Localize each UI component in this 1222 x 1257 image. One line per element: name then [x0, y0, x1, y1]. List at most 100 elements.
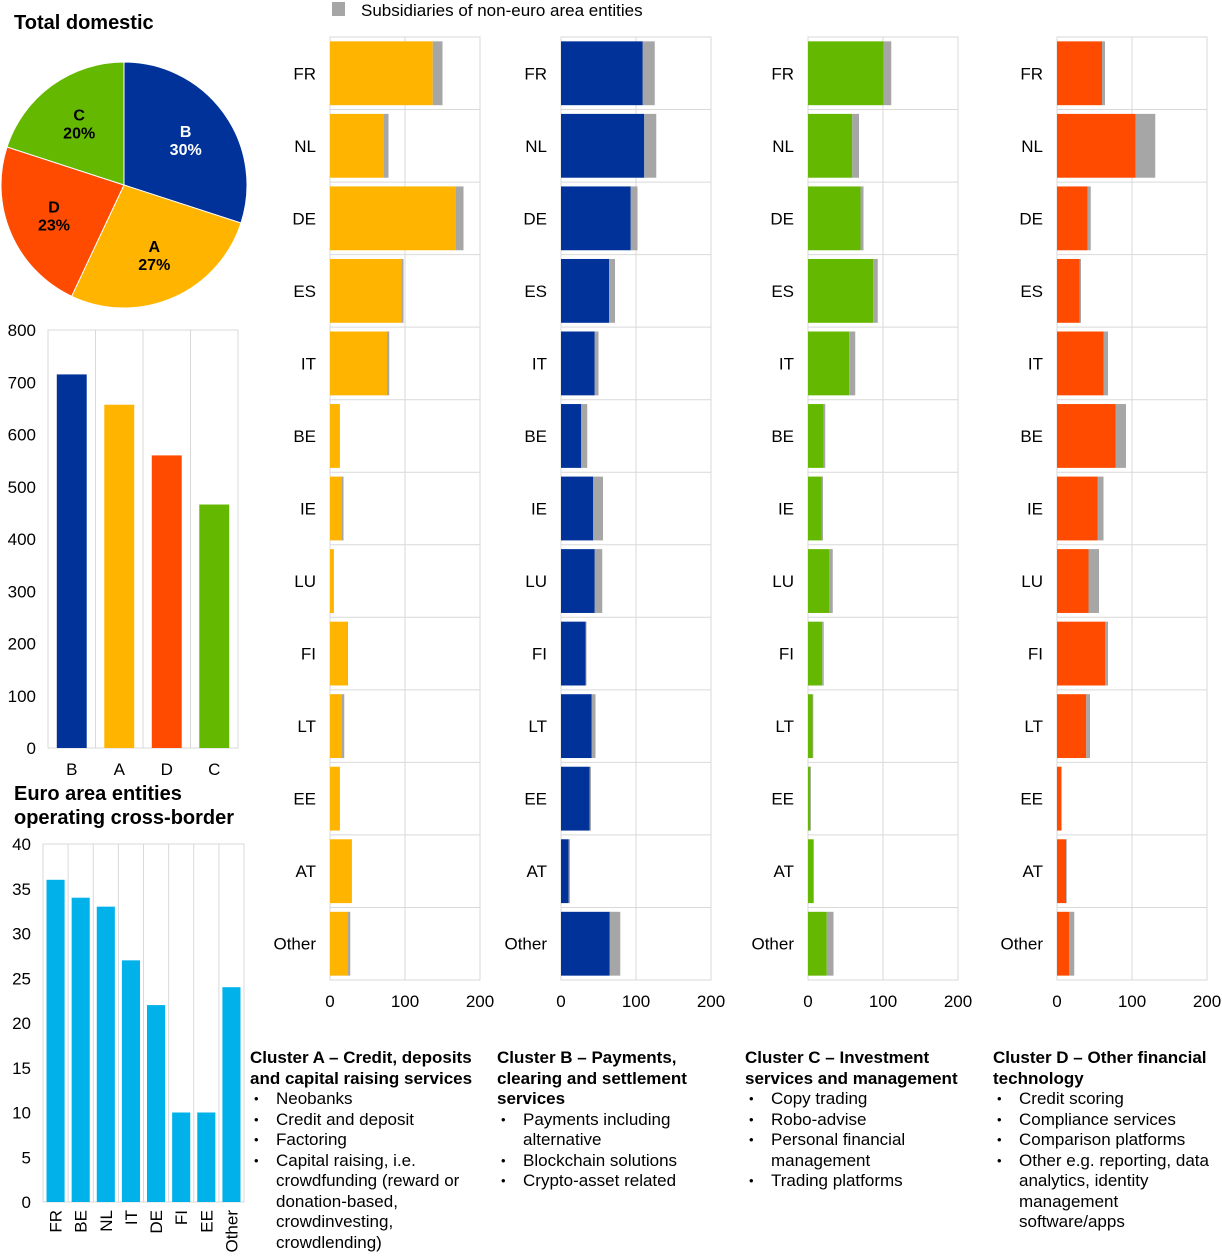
cluster-b-item: Crypto-asset related — [497, 1171, 732, 1192]
bar-subsidiaries-other — [348, 911, 351, 976]
y-tick-label: BE — [293, 427, 316, 446]
y-tick-label: LU — [525, 572, 547, 591]
cluster-c-description: Cluster C – Investment services and mana… — [745, 1048, 980, 1192]
y-tick-label: ES — [293, 282, 316, 301]
bar-ie — [1057, 476, 1098, 541]
bar-nl — [330, 113, 384, 178]
bar-fi — [330, 621, 348, 686]
y-tick-label: IE — [1027, 500, 1043, 519]
cluster-b-item: Payments including alternative — [497, 1110, 713, 1151]
cluster-b-title-line: services — [497, 1089, 566, 1108]
y-tick-label: IT — [779, 354, 794, 373]
bar-at — [561, 839, 569, 904]
y-tick-label: LU — [1021, 572, 1043, 591]
y-tick-label: 10 — [12, 1104, 31, 1123]
bar-it — [330, 331, 387, 396]
y-tick-label: 25 — [12, 969, 31, 988]
bar-ie — [330, 476, 342, 541]
bar-subsidiaries-nl — [852, 113, 859, 178]
x-tick-label: Other — [222, 1210, 241, 1253]
bar-de — [147, 1005, 166, 1202]
cluster-a-title-line: Cluster A – Credit, deposits — [250, 1048, 472, 1067]
bar-fr — [46, 879, 65, 1202]
bar-it — [121, 960, 140, 1202]
bar-fr — [1057, 41, 1102, 106]
pie-slice-c — [6, 61, 125, 186]
bar-fi — [808, 621, 823, 686]
cluster-b-list: Payments including alternative Blockchai… — [497, 1110, 732, 1192]
y-tick-label: BE — [524, 427, 547, 446]
pie-title: Total domestic — [14, 12, 154, 34]
y-tick-label: ES — [1020, 282, 1043, 301]
cross-border-title-line1: Euro area entities — [14, 783, 182, 805]
bar-subsidiaries-other — [1069, 911, 1075, 976]
x-tick-label: 100 — [391, 992, 419, 1011]
y-tick-label: FR — [524, 64, 547, 83]
bar-subsidiaries-lu — [594, 549, 603, 613]
bar-subsidiaries-ee — [810, 766, 811, 831]
pie-slice-d — [0, 146, 125, 297]
bar-subsidiaries-ee — [339, 766, 340, 831]
bar-b — [56, 374, 87, 748]
bar-subsidiaries-lt — [1086, 694, 1090, 759]
bar-subsidiaries-de — [1087, 186, 1091, 251]
y-tick-label: AT — [527, 862, 547, 881]
cluster-b-item: Blockchain solutions — [497, 1151, 732, 1172]
bar-be — [71, 897, 90, 1202]
bar-subsidiaries-de — [630, 186, 638, 251]
bar-de — [330, 186, 456, 251]
y-tick-label: NL — [525, 137, 547, 156]
bar-subsidiaries-fi — [1105, 621, 1108, 686]
bar-subsidiaries-lu — [829, 549, 833, 613]
bar-subsidiaries-es — [401, 258, 404, 323]
bar-subsidiaries-it — [594, 331, 599, 396]
pie-slice-label: C — [73, 107, 85, 124]
x-tick-label: A — [114, 760, 126, 779]
y-tick-label: 0 — [22, 1193, 31, 1212]
bar-subsidiaries-lt — [342, 694, 345, 759]
bar-subsidiaries-other — [826, 911, 834, 976]
y-tick-label: Other — [1000, 935, 1043, 954]
bar-it — [561, 331, 595, 396]
y-tick-label: LT — [297, 717, 316, 736]
bar-subsidiaries-be — [339, 404, 340, 468]
y-tick-label: ES — [771, 282, 794, 301]
bar-c — [199, 504, 230, 748]
panel-cluster-a: 0 100 200 FR NL DE ES IT BE IE LU FI LT EE AT Other — [273, 36, 494, 1011]
bar-subsidiaries-fi — [822, 621, 824, 686]
y-tick-label: DE — [523, 209, 547, 228]
y-tick-label: NL — [1021, 137, 1043, 156]
cluster-c-item: Robo-advise — [745, 1110, 980, 1131]
cluster-d-item: Credit scoring — [993, 1089, 1221, 1110]
y-tick-label: 500 — [8, 478, 36, 497]
x-tick-label: 0 — [556, 992, 565, 1011]
bar-fr — [808, 41, 884, 106]
y-tick-label: FR — [1020, 64, 1043, 83]
cluster-d-item: Other e.g. reporting, data analytics, id… — [993, 1151, 1219, 1233]
x-tick-label: IT — [122, 1210, 141, 1225]
bar-de — [561, 186, 631, 251]
bar-subsidiaries-fi — [347, 621, 348, 686]
bar-ee — [1057, 766, 1062, 831]
bar-de — [808, 186, 861, 251]
bar-subsidiaries-nl — [1135, 113, 1156, 178]
y-tick-label: ES — [524, 282, 547, 301]
bar-it — [1057, 331, 1104, 396]
pie-slice-percent: 23% — [38, 217, 70, 234]
x-tick-label: BE — [72, 1210, 91, 1233]
cluster-a-description: Cluster A – Credit, deposits and capital… — [250, 1048, 485, 1253]
bar-subsidiaries-at — [1066, 839, 1067, 904]
bar-subsidiaries-be — [1115, 404, 1126, 468]
bar-fi — [561, 621, 586, 686]
bar-other — [222, 987, 241, 1202]
bar-at — [330, 839, 351, 904]
bar-ee — [808, 766, 811, 831]
y-tick-label: FI — [779, 645, 794, 664]
bar-lu — [1057, 549, 1089, 613]
y-tick-label: LT — [775, 717, 794, 736]
bar-subsidiaries-at — [351, 839, 352, 904]
y-tick-label: 35 — [12, 880, 31, 899]
pie-slice-label: B — [180, 124, 192, 141]
bar-be — [561, 404, 582, 468]
